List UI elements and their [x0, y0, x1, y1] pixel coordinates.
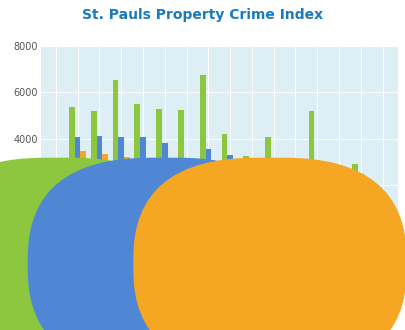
Bar: [189, 162, 194, 231]
Bar: [249, 159, 254, 231]
Bar: [145, 158, 151, 231]
Bar: [243, 156, 249, 231]
Text: Crime Index corresponds to incidents per 100,000 inhabitants: Crime Index corresponds to incidents per…: [32, 292, 373, 302]
Bar: [292, 169, 298, 231]
Bar: [167, 160, 173, 231]
Text: North Carolina: North Carolina: [184, 259, 265, 269]
Bar: [118, 137, 124, 231]
Bar: [357, 174, 363, 231]
Bar: [221, 134, 227, 231]
Bar: [162, 143, 167, 231]
Bar: [363, 180, 369, 231]
Bar: [211, 163, 216, 231]
Bar: [156, 109, 162, 231]
Bar: [352, 164, 357, 231]
Bar: [227, 155, 232, 231]
Bar: [75, 137, 80, 231]
Bar: [199, 75, 205, 231]
Bar: [102, 154, 108, 231]
Bar: [140, 137, 145, 231]
Bar: [308, 111, 313, 231]
Bar: [264, 137, 270, 231]
Bar: [205, 149, 211, 231]
Bar: [270, 164, 276, 231]
Bar: [96, 136, 102, 231]
Bar: [276, 169, 281, 231]
Bar: [313, 169, 319, 231]
Bar: [298, 171, 303, 231]
Text: St. Pauls: St. Pauls: [79, 259, 127, 269]
Bar: [178, 110, 183, 231]
Bar: [124, 157, 129, 231]
Bar: [113, 80, 118, 231]
Text: St. Pauls Property Crime Index: St. Pauls Property Crime Index: [82, 8, 323, 22]
Bar: [286, 159, 292, 231]
Bar: [80, 151, 86, 231]
Text: National: National: [290, 259, 336, 269]
Bar: [134, 104, 140, 231]
Bar: [254, 168, 260, 231]
Bar: [91, 111, 96, 231]
Bar: [69, 108, 75, 231]
Bar: [319, 174, 325, 231]
Text: © 2025 CityRating.com - https://www.cityrating.com/crime-statistics/: © 2025 CityRating.com - https://www.city…: [58, 312, 347, 321]
Bar: [232, 163, 238, 231]
